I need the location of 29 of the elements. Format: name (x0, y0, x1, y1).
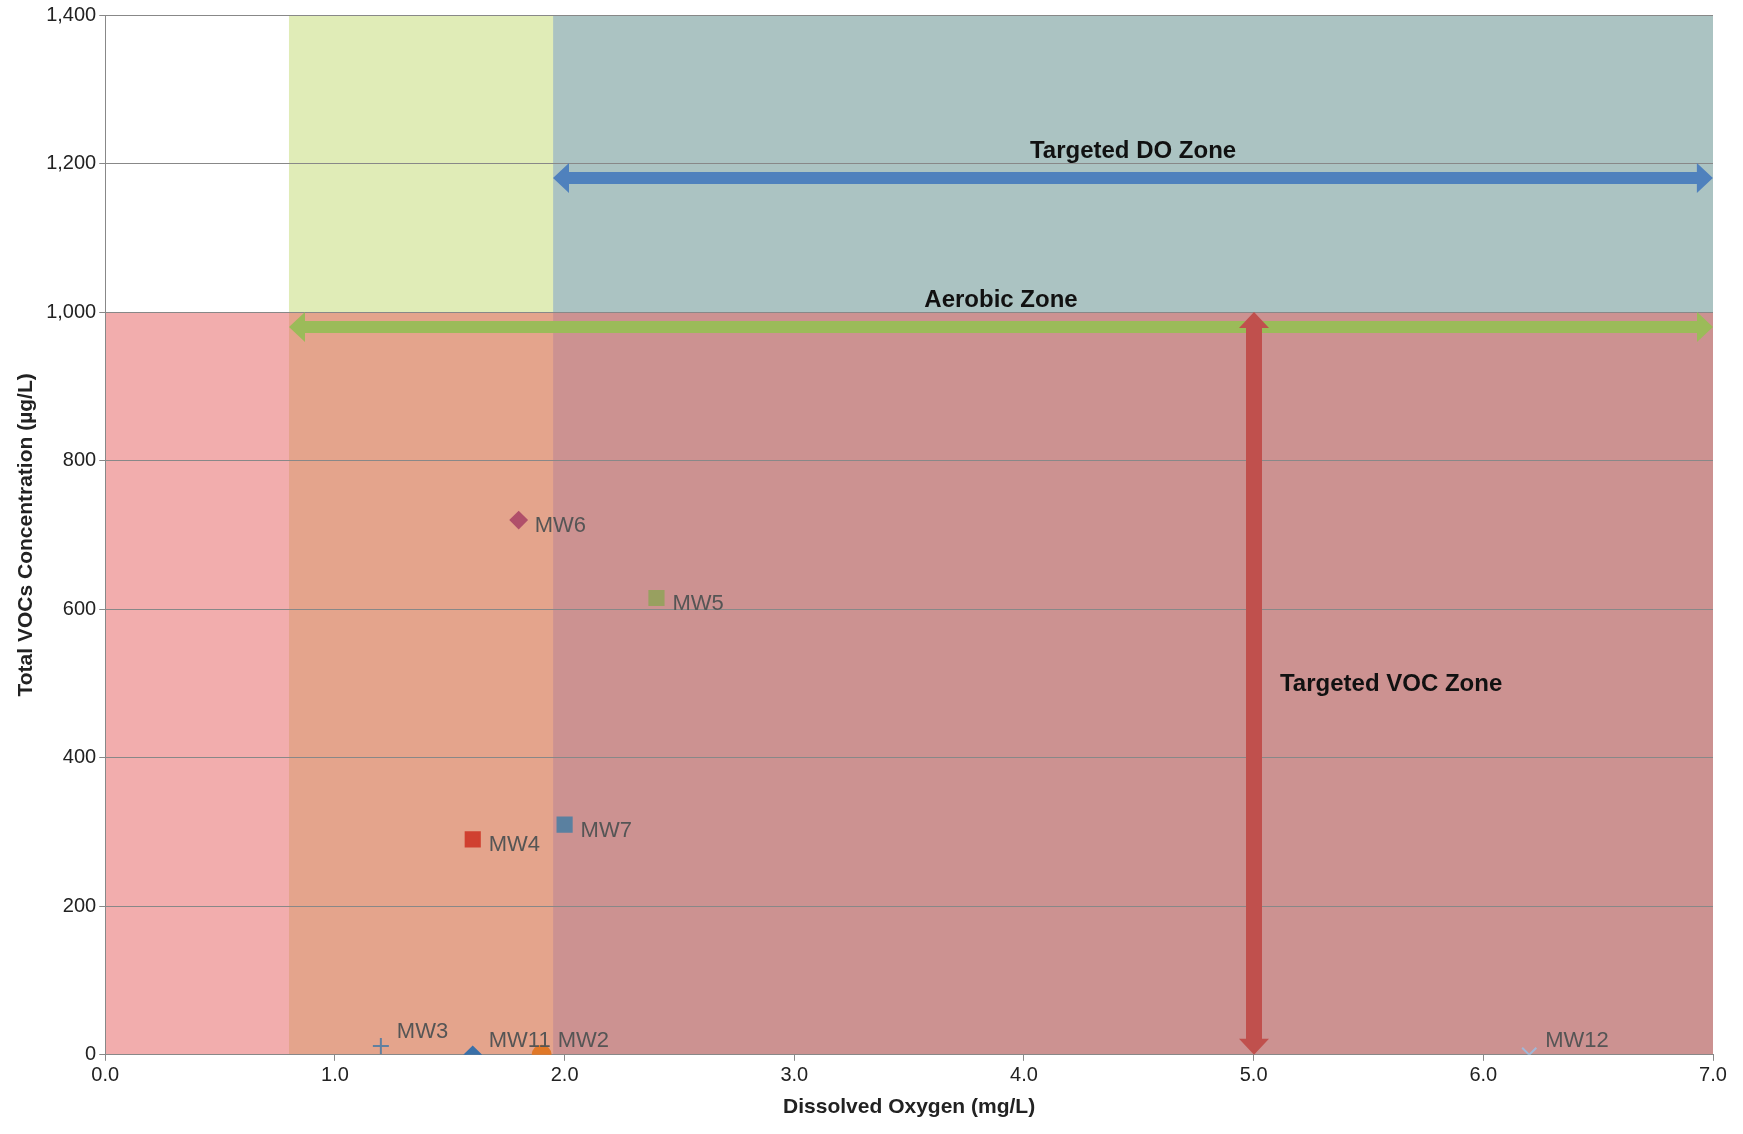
x-tick-label: 6.0 (1469, 1063, 1498, 1086)
series-label: MW4 (488, 831, 541, 857)
y-tick-label: 1,400 (46, 2, 97, 25)
series-label: MW5 (672, 590, 724, 616)
x-tick-label: 3.0 (780, 1063, 809, 1086)
series-label: MW2 (557, 1026, 609, 1052)
y-tick-label: 400 (62, 745, 97, 768)
y-axis-title: Total VOCs Concentration (µg/L) (13, 373, 37, 697)
x-tick-label: 0.0 (91, 1063, 120, 1086)
series-label: MW6 (534, 512, 586, 538)
series-label: MW7 (580, 816, 632, 842)
x-tick-label: 5.0 (1239, 1063, 1268, 1086)
band-label: Targeted DO Zone (1029, 136, 1237, 165)
band-label: Targeted VOC Zone (1279, 669, 1503, 698)
y-tick-label: 200 (62, 893, 97, 916)
x-tick-label: 7.0 (1699, 1063, 1727, 1086)
x-tick-label: 4.0 (1010, 1063, 1038, 1086)
y-tick-label: 1,200 (46, 151, 97, 174)
y-tick-label: 0 (85, 1042, 97, 1065)
y-tick-label: 800 (62, 448, 97, 471)
series-label: MW3 (396, 1017, 449, 1043)
y-tick-label: 1,000 (46, 299, 97, 322)
series-label: MW12 (1545, 1026, 1609, 1052)
y-tick-label: 600 (62, 596, 97, 619)
x-tick-label: 1.0 (321, 1063, 349, 1086)
x-tick-label: 2.0 (550, 1063, 579, 1086)
series-label: MW11 (488, 1026, 551, 1052)
band-label: Aerobic Zone (924, 284, 1078, 313)
x-axis-title: Dissolved Oxygen (mg/L) (783, 1094, 1036, 1118)
